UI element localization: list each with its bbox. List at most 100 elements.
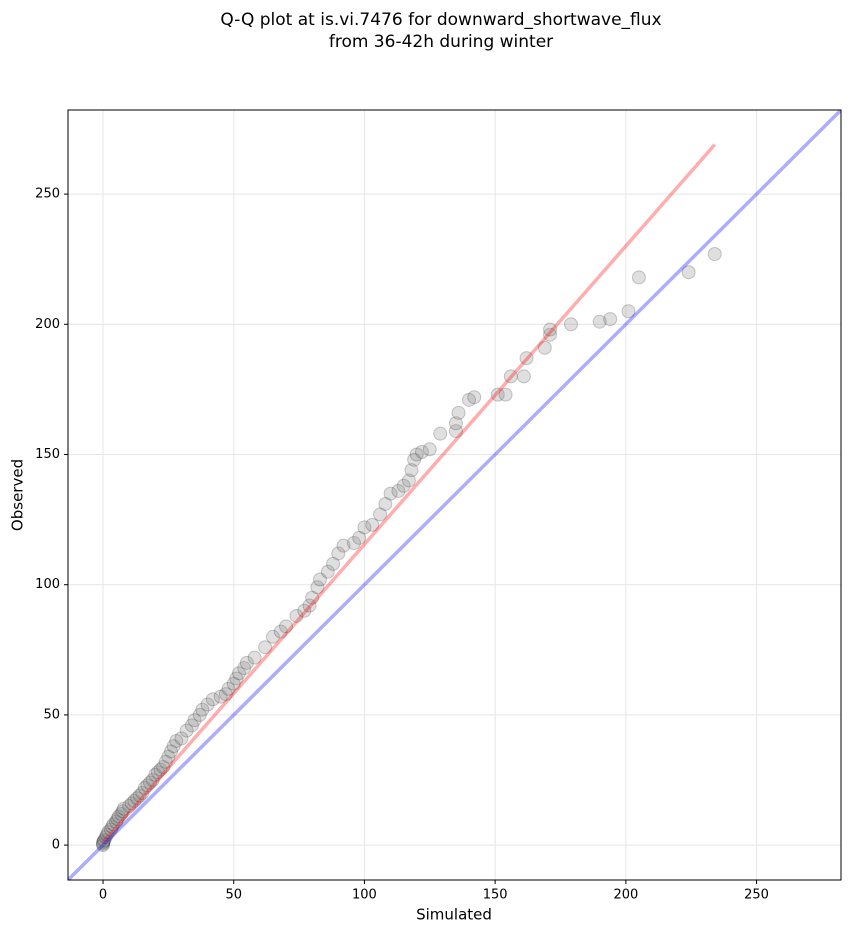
point xyxy=(336,538,351,553)
point xyxy=(631,270,646,285)
y-tick-label: 50 xyxy=(43,707,60,722)
ticks: 0 50 100 150 200 250 0 50 100 150 200 250 xyxy=(35,187,769,903)
point xyxy=(205,692,220,707)
point xyxy=(279,619,294,634)
point xyxy=(192,707,207,722)
point xyxy=(258,640,273,655)
point xyxy=(150,765,165,780)
point xyxy=(169,733,184,748)
x-tick-label: 50 xyxy=(225,888,242,903)
point xyxy=(320,564,335,579)
point xyxy=(378,496,393,511)
point xyxy=(383,486,398,501)
point xyxy=(195,702,210,717)
point xyxy=(563,317,578,332)
point xyxy=(543,322,558,337)
point xyxy=(163,744,178,759)
point xyxy=(603,312,618,327)
point xyxy=(391,483,406,498)
point xyxy=(451,405,466,420)
point xyxy=(200,697,215,712)
point xyxy=(409,447,424,462)
x-tick-label: 0 xyxy=(99,888,107,903)
point xyxy=(273,624,288,639)
point xyxy=(179,723,194,738)
point xyxy=(166,739,181,754)
point xyxy=(373,507,388,522)
point xyxy=(96,835,111,850)
point xyxy=(158,754,173,769)
x-tick-label: 150 xyxy=(483,888,508,903)
point xyxy=(109,814,124,829)
point xyxy=(114,806,129,821)
chart-title: Q-Q plot at is.vi.7476 for downward_shor… xyxy=(220,10,661,30)
point xyxy=(365,517,380,532)
y-axis-label: Observed xyxy=(9,459,27,531)
x-tick-label: 250 xyxy=(744,888,769,903)
x-tick-label: 200 xyxy=(613,888,638,903)
point xyxy=(516,369,531,384)
point xyxy=(313,572,328,587)
y-tick-label: 250 xyxy=(35,187,60,202)
point xyxy=(265,629,280,644)
point xyxy=(132,788,147,803)
point xyxy=(543,327,558,342)
point xyxy=(135,786,150,801)
point xyxy=(310,580,325,595)
plot-area xyxy=(68,110,841,880)
point xyxy=(346,536,361,551)
grid xyxy=(68,110,841,880)
point xyxy=(96,834,111,849)
point xyxy=(448,424,463,439)
point xyxy=(237,661,252,676)
point xyxy=(218,687,233,702)
point xyxy=(226,676,241,691)
point xyxy=(122,799,137,814)
point xyxy=(407,452,422,467)
point xyxy=(239,655,254,670)
point xyxy=(98,830,113,845)
point xyxy=(326,556,341,571)
reference-line xyxy=(101,143,717,844)
point xyxy=(352,530,367,545)
point xyxy=(247,650,262,665)
point xyxy=(124,796,139,811)
point xyxy=(519,351,534,366)
x-axis-label: Simulated xyxy=(416,906,492,924)
point xyxy=(231,666,246,681)
point xyxy=(148,767,163,782)
chart-title: from 36-42h during winter xyxy=(329,32,553,52)
point xyxy=(174,731,189,746)
point xyxy=(289,608,304,623)
point xyxy=(681,265,696,280)
y-tick-label: 150 xyxy=(35,447,60,462)
point xyxy=(331,546,346,561)
point xyxy=(184,718,199,733)
y-tick-label: 0 xyxy=(52,838,60,853)
x-tick-label: 100 xyxy=(352,888,377,903)
point xyxy=(297,603,312,618)
point xyxy=(143,775,158,790)
point xyxy=(707,247,722,262)
point xyxy=(105,819,120,834)
point xyxy=(422,442,437,457)
point xyxy=(127,793,142,808)
point xyxy=(161,749,176,764)
point xyxy=(145,773,160,788)
point xyxy=(96,836,111,851)
point xyxy=(137,780,152,795)
point xyxy=(305,590,320,605)
point xyxy=(433,426,448,441)
point xyxy=(490,387,505,402)
point xyxy=(111,809,126,824)
point xyxy=(357,520,372,535)
point xyxy=(503,369,518,384)
point xyxy=(106,817,121,832)
point xyxy=(116,801,131,816)
y-tick-label: 100 xyxy=(35,577,60,592)
point xyxy=(537,340,552,355)
y-tick-label: 200 xyxy=(35,317,60,332)
point xyxy=(187,713,202,728)
point xyxy=(302,598,317,613)
